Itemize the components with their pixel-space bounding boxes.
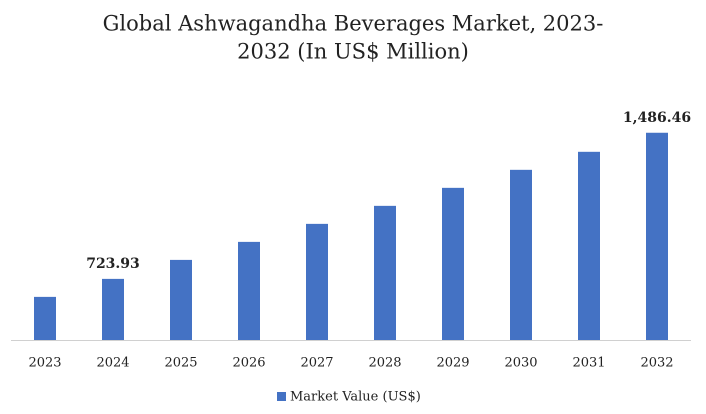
bar	[306, 223, 328, 340]
chart-title: Global Ashwagandha Beverages Market, 202…	[103, 12, 604, 36]
bar	[34, 296, 56, 340]
x-tick-label: 2028	[368, 356, 401, 371]
data-label: 723.93	[86, 256, 140, 272]
legend-label: Market Value (US$)	[290, 390, 421, 405]
x-tick-label: 2031	[572, 356, 605, 371]
bar	[102, 278, 124, 340]
x-tick-label: 2030	[504, 356, 537, 371]
bar	[442, 187, 464, 340]
x-tick-label: 2032	[640, 356, 673, 371]
legend-swatch	[277, 392, 286, 401]
data-label: 1,486.46	[623, 110, 691, 126]
bar	[238, 241, 260, 340]
x-tick-label: 2026	[232, 356, 265, 371]
bar	[510, 169, 532, 340]
bar	[374, 205, 396, 340]
x-tick-label: 2025	[164, 356, 197, 371]
x-tick-label: 2024	[96, 356, 129, 371]
bar	[578, 151, 600, 340]
chart-title: 2032 (In US$ Million)	[237, 40, 469, 64]
x-tick-label: 2027	[300, 356, 333, 371]
bar	[646, 132, 668, 340]
x-tick-label: 2023	[28, 356, 61, 371]
x-tick-label: 2029	[436, 356, 469, 371]
bar	[170, 259, 192, 340]
